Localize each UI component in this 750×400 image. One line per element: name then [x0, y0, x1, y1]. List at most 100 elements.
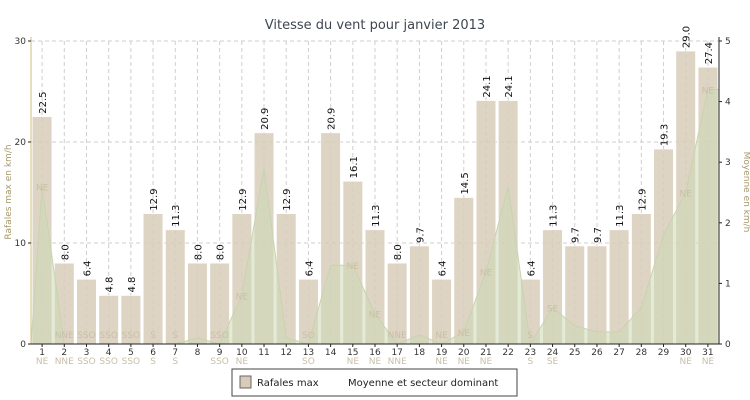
legend-box — [231, 368, 518, 397]
x-tick-label: 7 — [172, 348, 178, 358]
x-tick-label: 24 — [547, 348, 559, 358]
bars-layer — [30, 50, 720, 346]
bar-day-8 — [187, 262, 208, 345]
sector-label-axis: NE — [702, 357, 715, 367]
value-label: 6.4 — [526, 260, 537, 276]
sector-label-axis: NNE — [55, 357, 74, 367]
sector-label-inline: SO — [302, 331, 315, 341]
bar-day-6 — [143, 213, 164, 345]
x-tick-label: 9 — [217, 348, 223, 358]
sector-label-axis: NE — [458, 357, 471, 367]
value-label: 6.4 — [304, 260, 315, 276]
x-tick-label: 27 — [613, 348, 624, 358]
sector-label-axis: SSO — [122, 357, 141, 367]
x-tick-label: 12 — [280, 348, 291, 358]
x-tick-label: 15 — [347, 348, 358, 358]
x-tick-label: 23 — [525, 348, 536, 358]
y-tick-labels: 0 10 20 30 — [15, 37, 31, 350]
x-tick-label: 30 — [680, 348, 692, 358]
bar-day-18 — [409, 245, 430, 345]
y-axis-title: Rafales max en km/h — [4, 144, 14, 239]
value-label: 16.1 — [349, 156, 360, 178]
sector-label-axis: NE — [480, 357, 493, 367]
value-label: 20.9 — [327, 108, 338, 130]
x-tick-label: 16 — [369, 348, 381, 358]
y-tick-label: 30 — [15, 37, 27, 47]
y2-tick-labels: 0 1 2 3 4 5 — [719, 37, 731, 350]
value-label: 12.9 — [637, 188, 648, 210]
x-tick-label: 5 — [128, 348, 134, 358]
x-tick-label: 8 — [195, 348, 201, 358]
sector-label-inline: SSO — [99, 331, 118, 341]
x-tick-label: 11 — [258, 348, 269, 358]
value-label: 22.5 — [38, 91, 49, 113]
y2-tick-label: 3 — [725, 158, 731, 168]
y-tick-label: 10 — [15, 239, 27, 249]
sector-label-axis: NE — [679, 357, 692, 367]
x-tick-label: 22 — [502, 348, 513, 358]
sector-label-inline: NE — [458, 329, 471, 339]
sector-label-inline: SSO — [210, 331, 229, 341]
x-tick-label: 26 — [591, 348, 603, 358]
sector-label-axis: SE — [547, 357, 559, 367]
legend: Rafales max Moyenne et secteur dominant — [231, 368, 518, 397]
value-label: 6.4 — [438, 260, 449, 276]
bar-day-7 — [165, 229, 186, 345]
x-tick-label: 17 — [391, 348, 402, 358]
y2-tick-label: 0 — [725, 340, 731, 350]
value-label: 27.4 — [704, 42, 715, 64]
x-tick-label: 29 — [658, 348, 670, 358]
sector-label-inline: S — [527, 331, 533, 341]
value-label: 6.4 — [82, 260, 93, 276]
sector-label-inline: NE — [236, 293, 249, 303]
value-label: 11.3 — [615, 205, 626, 227]
legend-swatch-rafales — [239, 375, 252, 389]
sector-label-inline: NE — [679, 190, 692, 200]
sector-label-axis: S — [527, 357, 533, 367]
sector-label-axis: NE — [236, 357, 249, 367]
value-label: 9.7 — [571, 227, 582, 243]
sector-label-inline: NE — [36, 183, 49, 193]
value-label: 8.0 — [193, 244, 204, 260]
value-label: 12.9 — [149, 188, 160, 210]
value-label: 12.9 — [282, 188, 293, 210]
x-tick-label: 18 — [414, 348, 426, 358]
x-tick-label: 4 — [106, 348, 112, 358]
sector-label-axis: S — [172, 357, 178, 367]
sector-label-inline: SE — [547, 305, 559, 315]
y-tick-label: 20 — [15, 138, 27, 148]
value-label: 9.7 — [593, 227, 604, 243]
sector-label-axis: SSO — [77, 357, 96, 367]
x-tick-label: 10 — [236, 348, 248, 358]
value-label: 8.0 — [60, 244, 71, 260]
sector-label-inline: S — [150, 331, 156, 341]
y2-tick-label: 5 — [725, 37, 731, 47]
x-tick-label: 21 — [480, 348, 491, 358]
value-label: 9.7 — [415, 227, 426, 243]
value-label: 20.9 — [260, 108, 271, 130]
sector-label-inline: S — [172, 331, 178, 341]
value-label: 29.0 — [682, 26, 693, 48]
sector-label-axis: NE — [369, 357, 382, 367]
sector-label-inline: NNE — [55, 331, 74, 341]
value-label: 8.0 — [393, 244, 404, 260]
sector-label-axis: SSO — [99, 357, 118, 367]
x-tick-label: 14 — [325, 348, 337, 358]
x-tick-label: 6 — [150, 348, 156, 358]
x-tick-label: 20 — [458, 348, 470, 358]
value-label: 11.3 — [171, 205, 182, 227]
x-tick-label: 31 — [702, 348, 713, 358]
sector-label-axis: S — [150, 357, 156, 367]
sector-label-axis: SSO — [210, 357, 229, 367]
x-tick-label: 3 — [84, 348, 90, 358]
bar-day-26 — [586, 245, 607, 345]
sector-label-axis: NE — [347, 357, 360, 367]
sector-label-inline: NE — [702, 86, 715, 96]
sector-label-inline: NE — [347, 262, 360, 272]
value-labels: 22.5 8.0 6.4 4.8 4.8 12.9 11.3 8.0 8.0 12.9 20.9 12… — [38, 26, 715, 293]
sector-label-inline: SSO — [122, 331, 141, 341]
x-tick-label: 2 — [61, 348, 67, 358]
